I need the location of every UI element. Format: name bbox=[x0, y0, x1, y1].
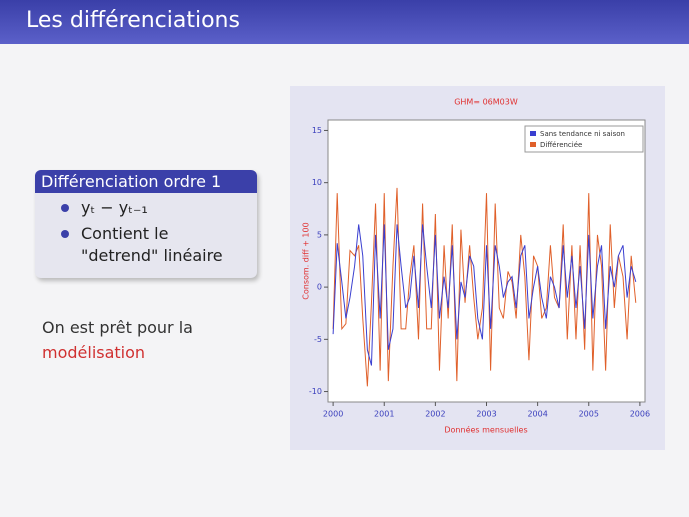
legend-swatch bbox=[530, 131, 536, 136]
plot-area bbox=[327, 119, 646, 403]
x-tick-label: 2001 bbox=[374, 410, 394, 419]
y-tick-label: -5 bbox=[314, 335, 322, 344]
series-line bbox=[332, 224, 637, 366]
text: modélisation bbox=[42, 343, 146, 362]
x-axis-label: Données mensuelles bbox=[444, 425, 527, 435]
text: On est prêt pour la bbox=[42, 318, 193, 337]
legend-box bbox=[524, 125, 644, 153]
block-item: Contient le "detrend" linéaire bbox=[61, 223, 231, 267]
legend-label: Différenciée bbox=[540, 141, 582, 149]
y-tick-label: -10 bbox=[309, 387, 322, 396]
x-tick-label: 2005 bbox=[579, 410, 599, 419]
block-title: Différenciation ordre 1 bbox=[35, 170, 257, 193]
x-tick-label: 2003 bbox=[476, 410, 496, 419]
x-tick-label: 2000 bbox=[323, 410, 343, 419]
slide-title: Les différenciations bbox=[26, 8, 240, 33]
title-bar: Les différenciations bbox=[0, 0, 689, 44]
x-tick-label: 2006 bbox=[630, 410, 650, 419]
y-axis-label: Consom. diff + 100 bbox=[302, 222, 311, 299]
y-tick-label: 10 bbox=[312, 178, 322, 187]
y-tick-label: 5 bbox=[317, 230, 322, 239]
x-tick-label: 2004 bbox=[527, 410, 547, 419]
legend-swatch bbox=[530, 142, 536, 147]
block: Différenciation ordre 1 yₜ − yₜ₋₁ Contie… bbox=[35, 170, 257, 278]
y-tick-label: 0 bbox=[317, 283, 322, 292]
y-tick-label: 15 bbox=[312, 126, 322, 135]
legend-label: Sans tendance ni saison bbox=[540, 130, 625, 138]
x-tick-label: 2002 bbox=[425, 410, 445, 419]
block-item: yₜ − yₜ₋₁ bbox=[61, 197, 257, 219]
chart-title: GHM= 06M03W bbox=[454, 98, 518, 107]
